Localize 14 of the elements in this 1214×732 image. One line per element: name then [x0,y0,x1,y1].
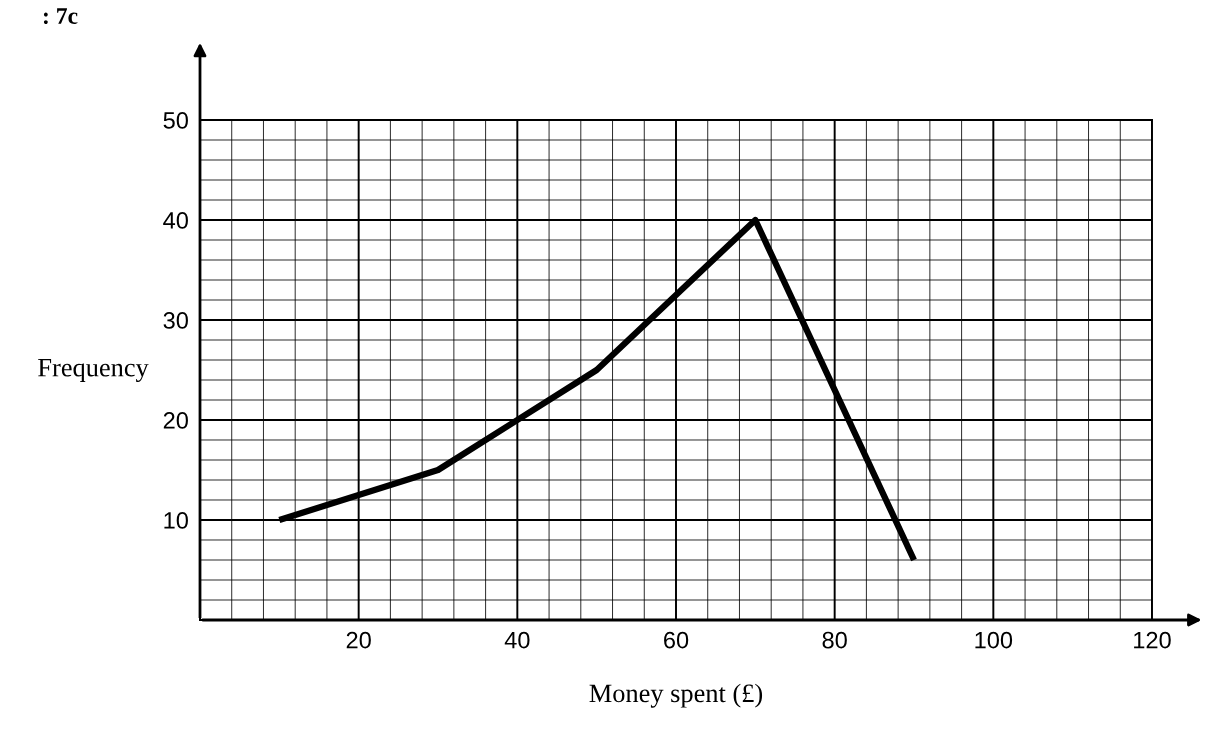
x-tick-label: 100 [975,631,1013,649]
y-tick-label: 40 [163,212,188,229]
x-tick-label: 40 [504,631,530,649]
y-tick-label: 10 [164,512,188,529]
x-tick-label: 60 [664,631,689,649]
x-tick-label: 20 [346,631,371,649]
y-axis-title: Frequency [38,358,149,382]
chart-title: : 7c [43,8,78,25]
x-tick-label: 80 [822,631,847,649]
x-axis-title: Money spent (£) [589,683,763,708]
y-tick-label: 30 [163,312,188,329]
x-tick-label: 120 [1134,631,1171,649]
y-tick-label: 50 [163,112,188,129]
y-tick-label: 20 [163,412,188,429]
